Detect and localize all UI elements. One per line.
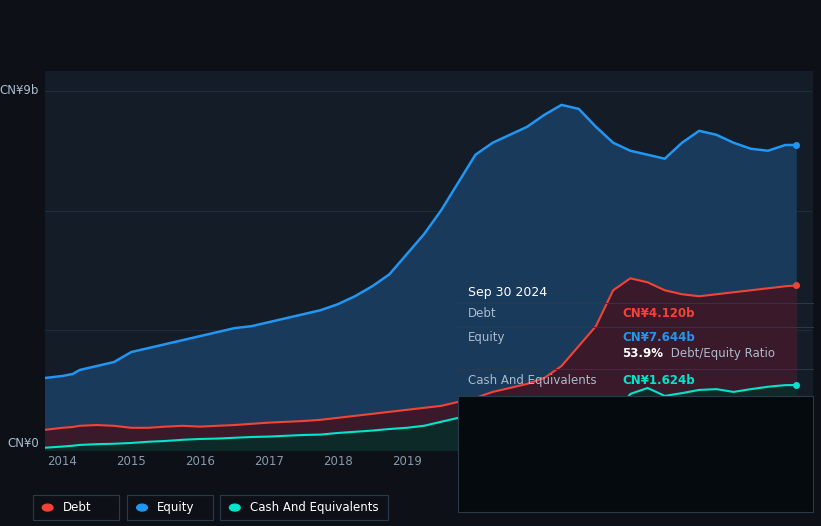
Text: CN¥7.644b: CN¥7.644b bbox=[622, 331, 695, 343]
Text: Cash And Equivalents: Cash And Equivalents bbox=[250, 501, 378, 514]
Text: Sep 30 2024: Sep 30 2024 bbox=[468, 286, 547, 299]
Text: Equity: Equity bbox=[157, 501, 195, 514]
Text: CN¥1.624b: CN¥1.624b bbox=[622, 374, 695, 387]
Text: Debt/Equity Ratio: Debt/Equity Ratio bbox=[667, 347, 776, 360]
Text: CN¥0: CN¥0 bbox=[7, 437, 39, 450]
Text: Debt: Debt bbox=[468, 307, 497, 320]
Text: 53.9%: 53.9% bbox=[622, 347, 663, 360]
Text: Debt: Debt bbox=[62, 501, 91, 514]
Text: CN¥9b: CN¥9b bbox=[0, 85, 39, 97]
Text: CN¥4.120b: CN¥4.120b bbox=[622, 307, 695, 320]
Text: Cash And Equivalents: Cash And Equivalents bbox=[468, 374, 597, 387]
Text: Equity: Equity bbox=[468, 331, 506, 343]
